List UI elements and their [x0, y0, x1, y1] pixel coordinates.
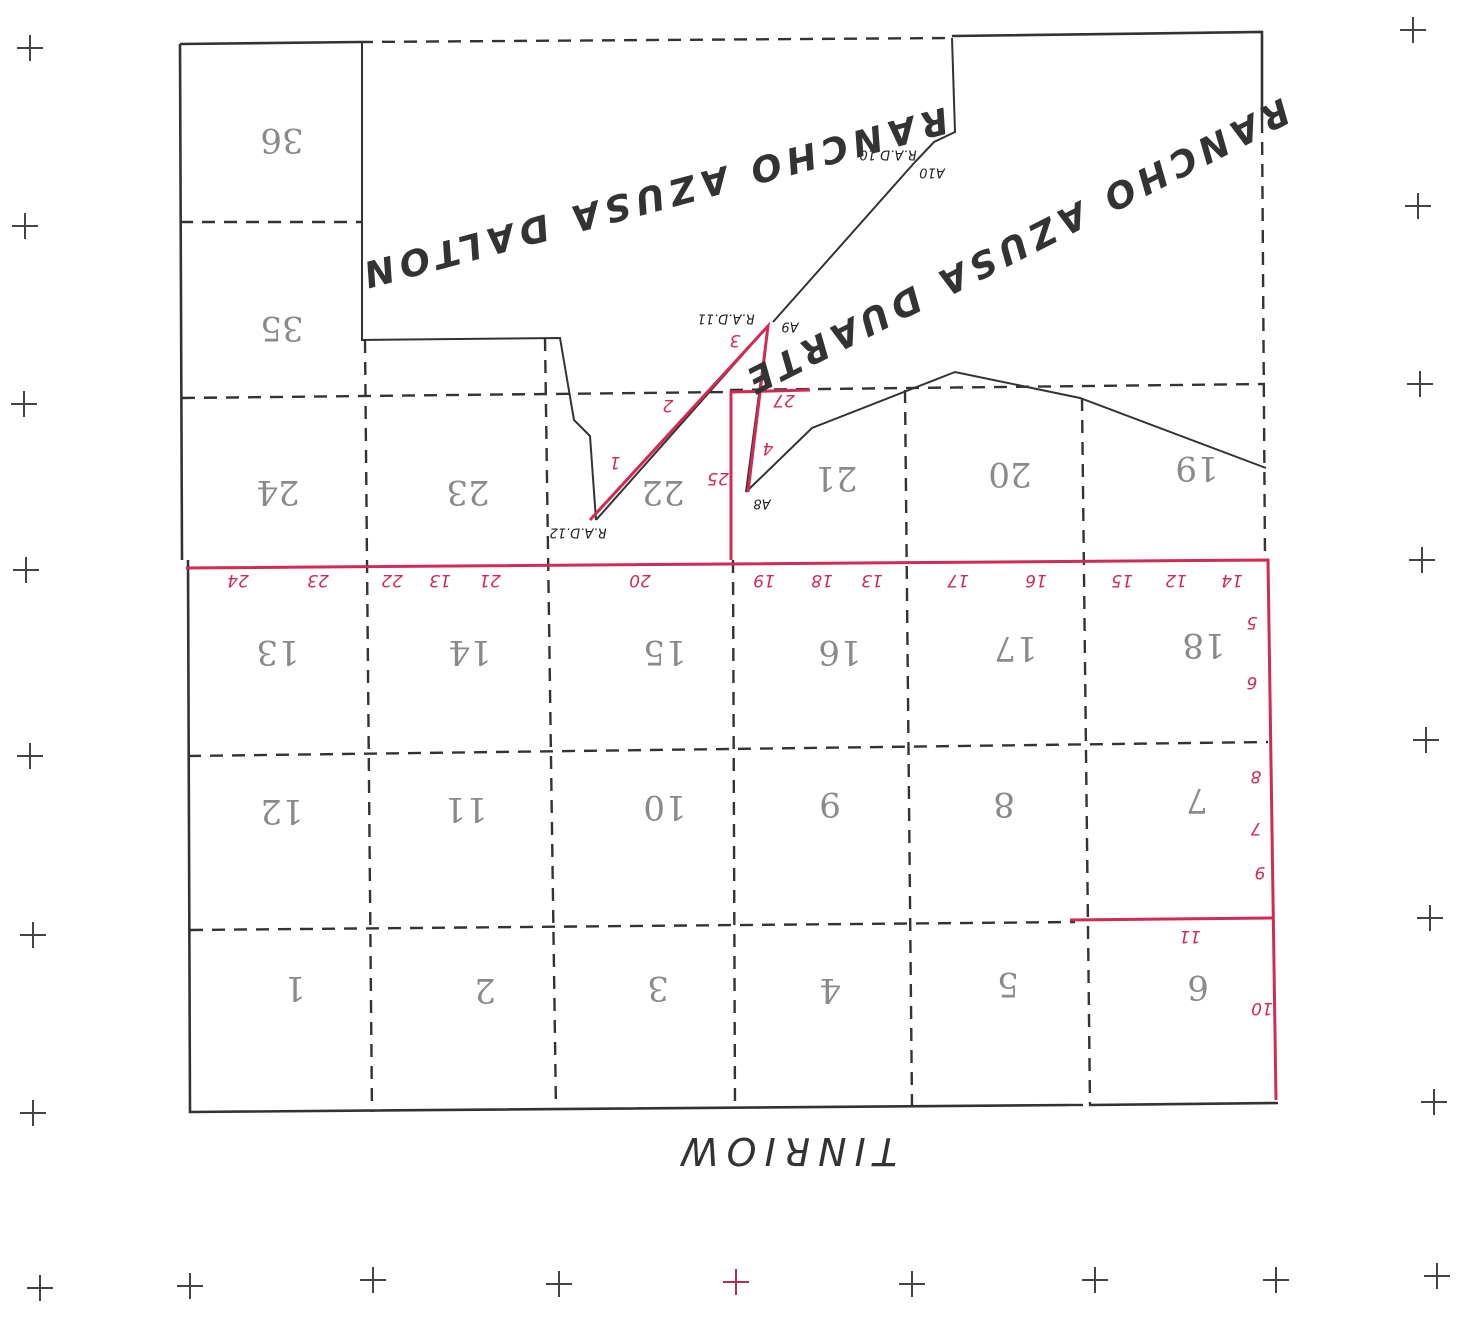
survey-line-number: 13 [429, 570, 451, 590]
survey-line-number: 11 [1179, 926, 1201, 946]
registration-cross [20, 922, 46, 948]
survey-line-number: 8 [1250, 766, 1261, 786]
registration-cross [1409, 547, 1435, 573]
section-number: 6 [1187, 967, 1209, 1007]
registration-cross [1263, 1267, 1289, 1293]
rancho-azusa-dalton-label: RANCHO AZUSA DALTON [354, 99, 953, 296]
registration-cross [17, 743, 43, 769]
survey-line-number: 22 [381, 570, 403, 590]
monument-label: R.A.D.10 [859, 147, 916, 162]
survey-line-number: 13 [861, 570, 883, 590]
registration-cross [17, 35, 43, 61]
section-number: 35 [260, 308, 303, 348]
registration-cross [1400, 17, 1426, 43]
section-number: 9 [819, 784, 841, 824]
registration-cross [723, 1269, 749, 1295]
survey-red-lines [185, 321, 1278, 1101]
registration-cross [13, 557, 39, 583]
survey-line-number: 21 [479, 570, 501, 590]
survey-line-number: 15 [1111, 570, 1133, 590]
registration-cross [1405, 193, 1431, 219]
survey-line-number: 20 [629, 570, 651, 590]
registration-ticks [11, 17, 1450, 1301]
section-number: 1 [284, 968, 306, 1008]
registration-cross [27, 1275, 53, 1301]
survey-line-number: 12 [1165, 570, 1187, 590]
registration-cross [20, 1100, 46, 1126]
monument-label: R.A.D.11 [697, 311, 754, 326]
survey-line-number: 6 [1246, 672, 1257, 692]
section-number: 22 [641, 472, 684, 512]
registration-cross [1417, 905, 1443, 931]
survey-line-number: 3 [730, 330, 741, 350]
section-number: 23 [446, 472, 489, 512]
section-number: 5 [997, 964, 1019, 1004]
survey-line-number: 14 [1221, 570, 1243, 590]
section-number: 11 [444, 789, 487, 829]
section-number: 36 [260, 120, 303, 160]
section-number: 7 [1186, 780, 1208, 820]
monument-label: R.A.D.12 [549, 525, 606, 540]
section-number: 17 [994, 628, 1037, 668]
registration-cross [546, 1271, 572, 1297]
section-number: 4 [819, 970, 841, 1010]
survey-line-number: 17 [947, 570, 969, 590]
survey-line-number: 2 [663, 395, 674, 415]
monument-label: A8 [753, 496, 771, 511]
survey-line-number: 9 [1255, 862, 1266, 882]
survey-line-number: 25 [707, 468, 729, 488]
survey-line-number: 10 [1251, 998, 1273, 1018]
survey-line-number: 16 [1025, 570, 1047, 590]
registration-cross [899, 1271, 925, 1297]
registration-cross [1424, 1263, 1450, 1289]
survey-line-number: 4 [763, 438, 774, 458]
registration-cross [360, 1267, 386, 1293]
section-number: 3 [647, 968, 669, 1008]
section-grid [180, 220, 1269, 1113]
monument-label: A10 [919, 165, 945, 180]
section-number: 14 [448, 632, 491, 672]
section-number: 8 [993, 784, 1015, 824]
registration-cross [1413, 727, 1439, 753]
survey-line-number: 5 [1247, 612, 1258, 632]
township-boundary [178, 30, 1279, 1114]
monument-label: A9 [781, 319, 799, 334]
section-number: 13 [256, 632, 299, 672]
survey-line-number: 24 [227, 570, 249, 590]
survey-line-numbers: 24 23 22 13 21 20 19 18 13 17 16 15 12 14568791110272… [227, 330, 1273, 1018]
registration-cross [177, 1273, 203, 1299]
section-number: 10 [643, 787, 686, 827]
section-number: 16 [818, 632, 861, 672]
registration-cross [11, 391, 37, 417]
section-number: 24 [256, 472, 299, 512]
survey-line-number: 19 [753, 570, 775, 590]
survey-line-number: 1 [610, 452, 621, 472]
section-number: 20 [988, 454, 1031, 494]
rancho-boundaries [361, 37, 1267, 521]
township-name-label: TINRIOW [673, 1129, 897, 1173]
section-number: 19 [1175, 448, 1218, 488]
registration-cross [1421, 1089, 1447, 1115]
section-number: 15 [643, 632, 686, 672]
registration-cross [1407, 371, 1433, 397]
registration-cross [1082, 1267, 1108, 1293]
survey-line-number: 18 [811, 570, 833, 590]
section-number: 2 [474, 970, 496, 1010]
section-number: 12 [260, 791, 303, 831]
survey-line-number: 7 [1250, 818, 1261, 838]
survey-line-number: 23 [307, 570, 329, 590]
section-number: 18 [1182, 625, 1225, 665]
registration-cross [12, 213, 38, 239]
survey-line-number: 27 [773, 390, 795, 410]
section-number: 21 [814, 458, 857, 498]
